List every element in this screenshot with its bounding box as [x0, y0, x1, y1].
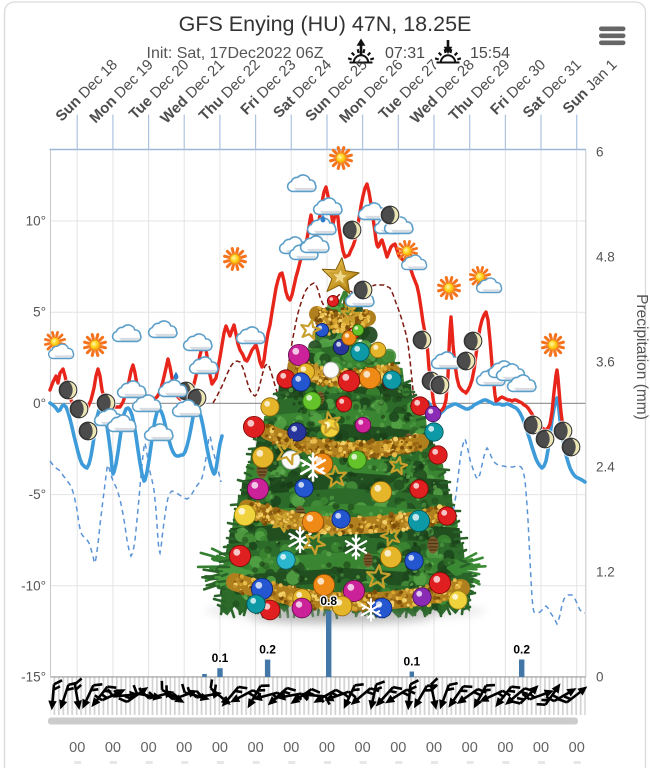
svg-text:00: 00 [426, 740, 442, 756]
svg-text:6: 6 [596, 145, 604, 160]
svg-text:00: 00 [355, 740, 371, 756]
svg-text:2.4: 2.4 [596, 460, 615, 475]
svg-text:00: 00 [69, 740, 85, 756]
svg-text:00: 00 [319, 740, 335, 756]
svg-text:00: 00 [462, 740, 478, 756]
svg-text:-5°: -5° [29, 487, 46, 502]
svg-text:4.8: 4.8 [596, 250, 615, 265]
svg-text:-10°: -10° [21, 578, 46, 593]
svg-text:0.2: 0.2 [513, 643, 530, 657]
svg-text:00: 00 [141, 740, 157, 756]
svg-text:00: 00 [390, 740, 406, 756]
svg-text:5°: 5° [33, 305, 46, 320]
svg-text:GFS Enying (HU) 47N, 18.25E: GFS Enying (HU) 47N, 18.25E [179, 12, 472, 36]
svg-text:0.1: 0.1 [212, 651, 229, 665]
svg-text:0.2: 0.2 [259, 643, 276, 657]
svg-text:00: 00 [533, 740, 549, 756]
svg-text:0°: 0° [33, 396, 46, 411]
svg-text:10°: 10° [26, 214, 46, 229]
svg-text:00: 00 [212, 740, 228, 756]
svg-text:3.6: 3.6 [596, 355, 615, 370]
svg-text:0: 0 [596, 670, 604, 685]
svg-text:15:54: 15:54 [470, 45, 510, 62]
svg-text:07:31: 07:31 [385, 45, 425, 62]
svg-text:00: 00 [497, 740, 513, 756]
svg-text:1.2: 1.2 [596, 565, 615, 580]
svg-text:00: 00 [569, 740, 585, 756]
svg-text:00: 00 [248, 740, 264, 756]
svg-text:Precipitation (mm): Precipitation (mm) [633, 294, 650, 420]
svg-text:00: 00 [105, 740, 121, 756]
svg-text:0.1: 0.1 [403, 655, 420, 669]
svg-text:0.8: 0.8 [320, 594, 337, 608]
svg-text:00: 00 [176, 740, 192, 756]
svg-text:Init: Sat, 17Dec2022 06Z: Init: Sat, 17Dec2022 06Z [147, 45, 324, 62]
svg-text:00: 00 [283, 740, 299, 756]
svg-text:-15°: -15° [21, 670, 46, 685]
